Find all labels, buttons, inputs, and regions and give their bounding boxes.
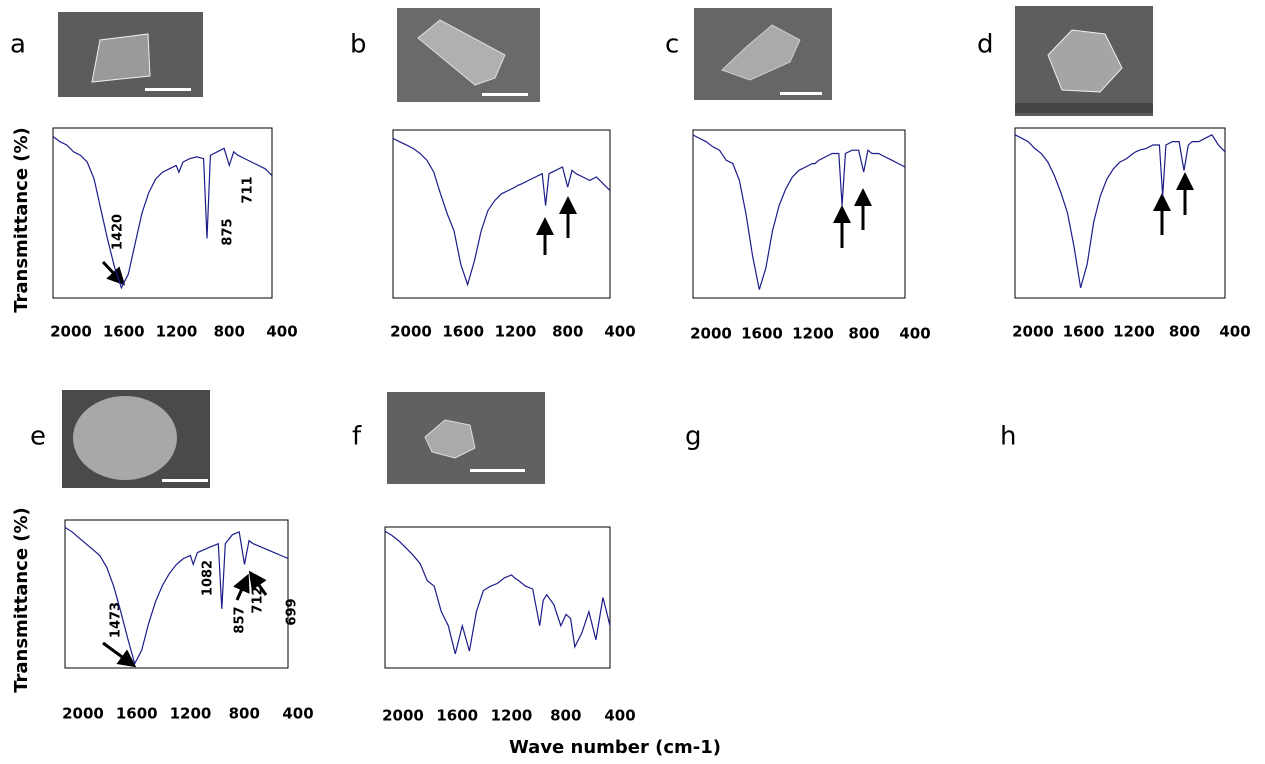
x-tick-label: 2000 bbox=[690, 325, 732, 343]
x-tick-label: 1600 bbox=[436, 707, 478, 725]
sem-image bbox=[58, 12, 203, 97]
sem-image bbox=[1015, 6, 1153, 116]
spectrum-line bbox=[384, 530, 611, 655]
annotation: 699 bbox=[285, 598, 300, 625]
spectrum-line bbox=[52, 136, 273, 290]
x-tick-label: 1200 bbox=[792, 325, 834, 343]
plot-frame bbox=[384, 526, 611, 669]
annotation: 857 bbox=[233, 606, 248, 633]
x-tick-label: 800 bbox=[848, 325, 879, 343]
annotation: 712 bbox=[251, 586, 266, 613]
arrow bbox=[248, 570, 268, 596]
x-tick-label: 1600 bbox=[116, 705, 158, 723]
x-tick-label: 2000 bbox=[1012, 323, 1054, 341]
spectrum-line bbox=[692, 134, 906, 290]
panel-label: h bbox=[1000, 422, 1016, 452]
x-tick-label: 1600 bbox=[1063, 323, 1105, 341]
plot-frame bbox=[392, 129, 611, 299]
x-axis-label: Wave number (cm-1) bbox=[509, 737, 721, 758]
plot-frame bbox=[52, 127, 273, 299]
sem-image bbox=[694, 8, 832, 100]
sem-images bbox=[58, 6, 1153, 488]
arrow bbox=[102, 641, 137, 668]
x-tick-label: 800 bbox=[550, 707, 581, 725]
panel-label: a bbox=[10, 30, 26, 60]
panel-label: b bbox=[350, 30, 367, 60]
plot-frame bbox=[1014, 127, 1226, 299]
x-tick-label: 400 bbox=[266, 323, 297, 341]
arrow bbox=[233, 573, 250, 601]
panel-label: f bbox=[352, 422, 362, 452]
x-tick-label: 1600 bbox=[741, 325, 783, 343]
panel-label: e bbox=[30, 422, 46, 452]
y-axis-label: Transmittance (%) bbox=[11, 127, 32, 313]
x-tick-label: 1200 bbox=[491, 707, 533, 725]
x-tick-label: 1200 bbox=[1113, 323, 1155, 341]
x-tick-label: 2000 bbox=[390, 323, 432, 341]
annotation: 1420 bbox=[111, 214, 126, 250]
x-tick-label: 800 bbox=[1169, 323, 1200, 341]
annotation: 711 bbox=[241, 176, 256, 203]
spectrum-line bbox=[1014, 134, 1226, 288]
x-tick-label: 800 bbox=[229, 705, 260, 723]
x-tick-label: 800 bbox=[214, 323, 245, 341]
spectrum-line bbox=[64, 526, 289, 666]
x-tick-label: 400 bbox=[604, 707, 635, 725]
x-tick-label: 400 bbox=[282, 705, 313, 723]
arrow bbox=[101, 260, 126, 286]
spectrum-line bbox=[392, 137, 611, 287]
x-tick-label: 2000 bbox=[62, 705, 104, 723]
panel-label: d bbox=[977, 30, 994, 60]
x-tick-label: 1600 bbox=[103, 323, 145, 341]
x-tick-label: 400 bbox=[1219, 323, 1250, 341]
panel-label: c bbox=[665, 30, 679, 60]
y-axis-label: Transmittance (%) bbox=[11, 507, 32, 693]
annotation: 1473 bbox=[109, 602, 124, 638]
annotation: 1082 bbox=[201, 560, 216, 596]
x-tick-label: 1600 bbox=[442, 323, 484, 341]
sem-image bbox=[62, 390, 210, 488]
arrows bbox=[101, 172, 1194, 668]
x-tick-label: 800 bbox=[552, 323, 583, 341]
sem-image bbox=[387, 392, 545, 484]
annotation: 875 bbox=[221, 218, 236, 245]
panel-label: g bbox=[685, 422, 702, 452]
x-tick-label: 400 bbox=[899, 325, 930, 343]
x-tick-label: 1200 bbox=[495, 323, 537, 341]
x-tick-label: 1200 bbox=[170, 705, 212, 723]
x-tick-label: 400 bbox=[604, 323, 635, 341]
x-tick-label: 1200 bbox=[156, 323, 198, 341]
sem-image bbox=[397, 8, 540, 102]
x-tick-label: 2000 bbox=[50, 323, 92, 341]
plot-frame bbox=[692, 129, 906, 299]
plot-frame bbox=[64, 519, 289, 669]
x-tick-label: 2000 bbox=[382, 707, 424, 725]
